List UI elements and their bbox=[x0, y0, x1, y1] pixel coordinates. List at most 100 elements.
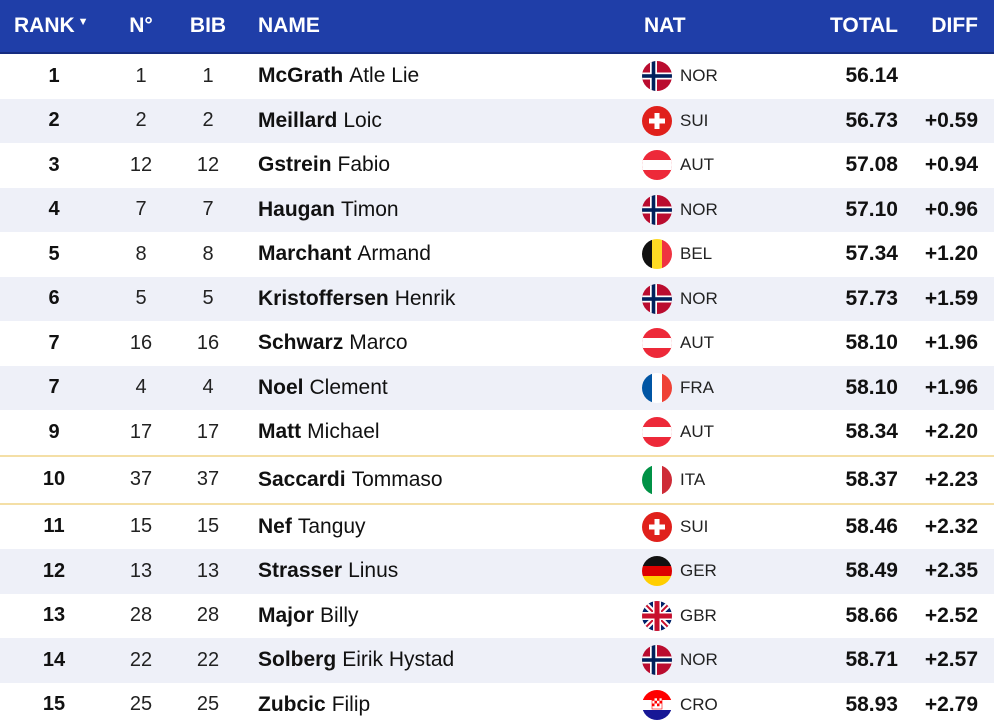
total-column-header[interactable]: TOTAL bbox=[798, 14, 898, 38]
nation-cell: NOR bbox=[628, 61, 798, 91]
athlete-first-name: Marco bbox=[349, 331, 407, 355]
no-column-header[interactable]: N° bbox=[108, 14, 174, 38]
total-time-cell: 57.08 bbox=[798, 153, 898, 177]
nation-code: SUI bbox=[680, 111, 708, 131]
nation-cell: GBR bbox=[628, 601, 798, 631]
aut-flag-icon bbox=[642, 417, 672, 447]
name-header-label: NAME bbox=[258, 14, 320, 38]
name-column-header[interactable]: NAME bbox=[242, 14, 628, 38]
nor-flag-icon bbox=[642, 645, 672, 675]
rank-cell: 12 bbox=[0, 560, 108, 583]
athlete-last-name: Marchant bbox=[258, 242, 351, 266]
bib-column-header[interactable]: BIB bbox=[174, 14, 242, 38]
athlete-first-name: Henrik bbox=[395, 287, 456, 311]
total-time-cell: 58.46 bbox=[798, 515, 898, 539]
athlete-last-name: Strasser bbox=[258, 559, 342, 583]
nation-code: NOR bbox=[680, 200, 718, 220]
athlete-first-name: Atle Lie bbox=[349, 64, 419, 88]
athlete-first-name: Fabio bbox=[338, 153, 391, 177]
diff-cell: +1.96 bbox=[898, 376, 994, 400]
total-time-cell: 58.10 bbox=[798, 376, 898, 400]
nation-cell: CRO bbox=[628, 690, 798, 720]
diff-cell: +2.79 bbox=[898, 693, 994, 717]
athlete-last-name: Zubcic bbox=[258, 693, 326, 717]
diff-cell: +1.59 bbox=[898, 287, 994, 311]
nation-code: SUI bbox=[680, 517, 708, 537]
bib-cell: 17 bbox=[174, 421, 242, 444]
nation-cell: SUI bbox=[628, 512, 798, 542]
total-time-cell: 56.73 bbox=[798, 109, 898, 133]
cro-flag-icon bbox=[642, 690, 672, 720]
bib-cell: 4 bbox=[174, 376, 242, 399]
no-cell: 5 bbox=[108, 287, 174, 310]
rank-cell: 15 bbox=[0, 693, 108, 716]
no-cell: 4 bbox=[108, 376, 174, 399]
total-time-cell: 58.71 bbox=[798, 648, 898, 672]
athlete-last-name: Noel bbox=[258, 376, 304, 400]
athlete-first-name: Clement bbox=[310, 376, 388, 400]
athlete-first-name: Armand bbox=[357, 242, 431, 266]
total-time-cell: 58.66 bbox=[798, 604, 898, 628]
nation-cell: AUT bbox=[628, 328, 798, 358]
athlete-first-name: Timon bbox=[341, 198, 399, 222]
athlete-last-name: Schwarz bbox=[258, 331, 343, 355]
nation-cell: ITA bbox=[628, 465, 798, 495]
rank-column-header[interactable]: RANK▼ bbox=[0, 14, 108, 38]
rank-cell: 2 bbox=[0, 109, 108, 132]
bib-header-label: BIB bbox=[190, 14, 226, 38]
bib-cell: 5 bbox=[174, 287, 242, 310]
sui-flag-icon bbox=[642, 106, 672, 136]
nation-code: GER bbox=[680, 561, 717, 581]
diff-column-header[interactable]: DIFF bbox=[898, 14, 994, 38]
nation-code: CRO bbox=[680, 695, 718, 715]
diff-cell: +2.23 bbox=[898, 468, 994, 492]
diff-cell: +2.20 bbox=[898, 420, 994, 444]
nat-column-header[interactable]: NAT bbox=[628, 14, 798, 38]
nation-code: NOR bbox=[680, 289, 718, 309]
nation-code: NOR bbox=[680, 650, 718, 670]
athlete-first-name: Tommaso bbox=[352, 468, 443, 492]
nation-code: AUT bbox=[680, 333, 714, 353]
no-cell: 17 bbox=[108, 421, 174, 444]
bib-cell: 1 bbox=[174, 65, 242, 88]
diff-cell: +2.35 bbox=[898, 559, 994, 583]
nation-code: GBR bbox=[680, 606, 717, 626]
total-time-cell: 57.73 bbox=[798, 287, 898, 311]
athlete-last-name: Gstrein bbox=[258, 153, 332, 177]
rank-header-label: RANK bbox=[14, 14, 75, 38]
aut-flag-icon bbox=[642, 328, 672, 358]
nation-cell: AUT bbox=[628, 150, 798, 180]
athlete-last-name: McGrath bbox=[258, 64, 343, 88]
